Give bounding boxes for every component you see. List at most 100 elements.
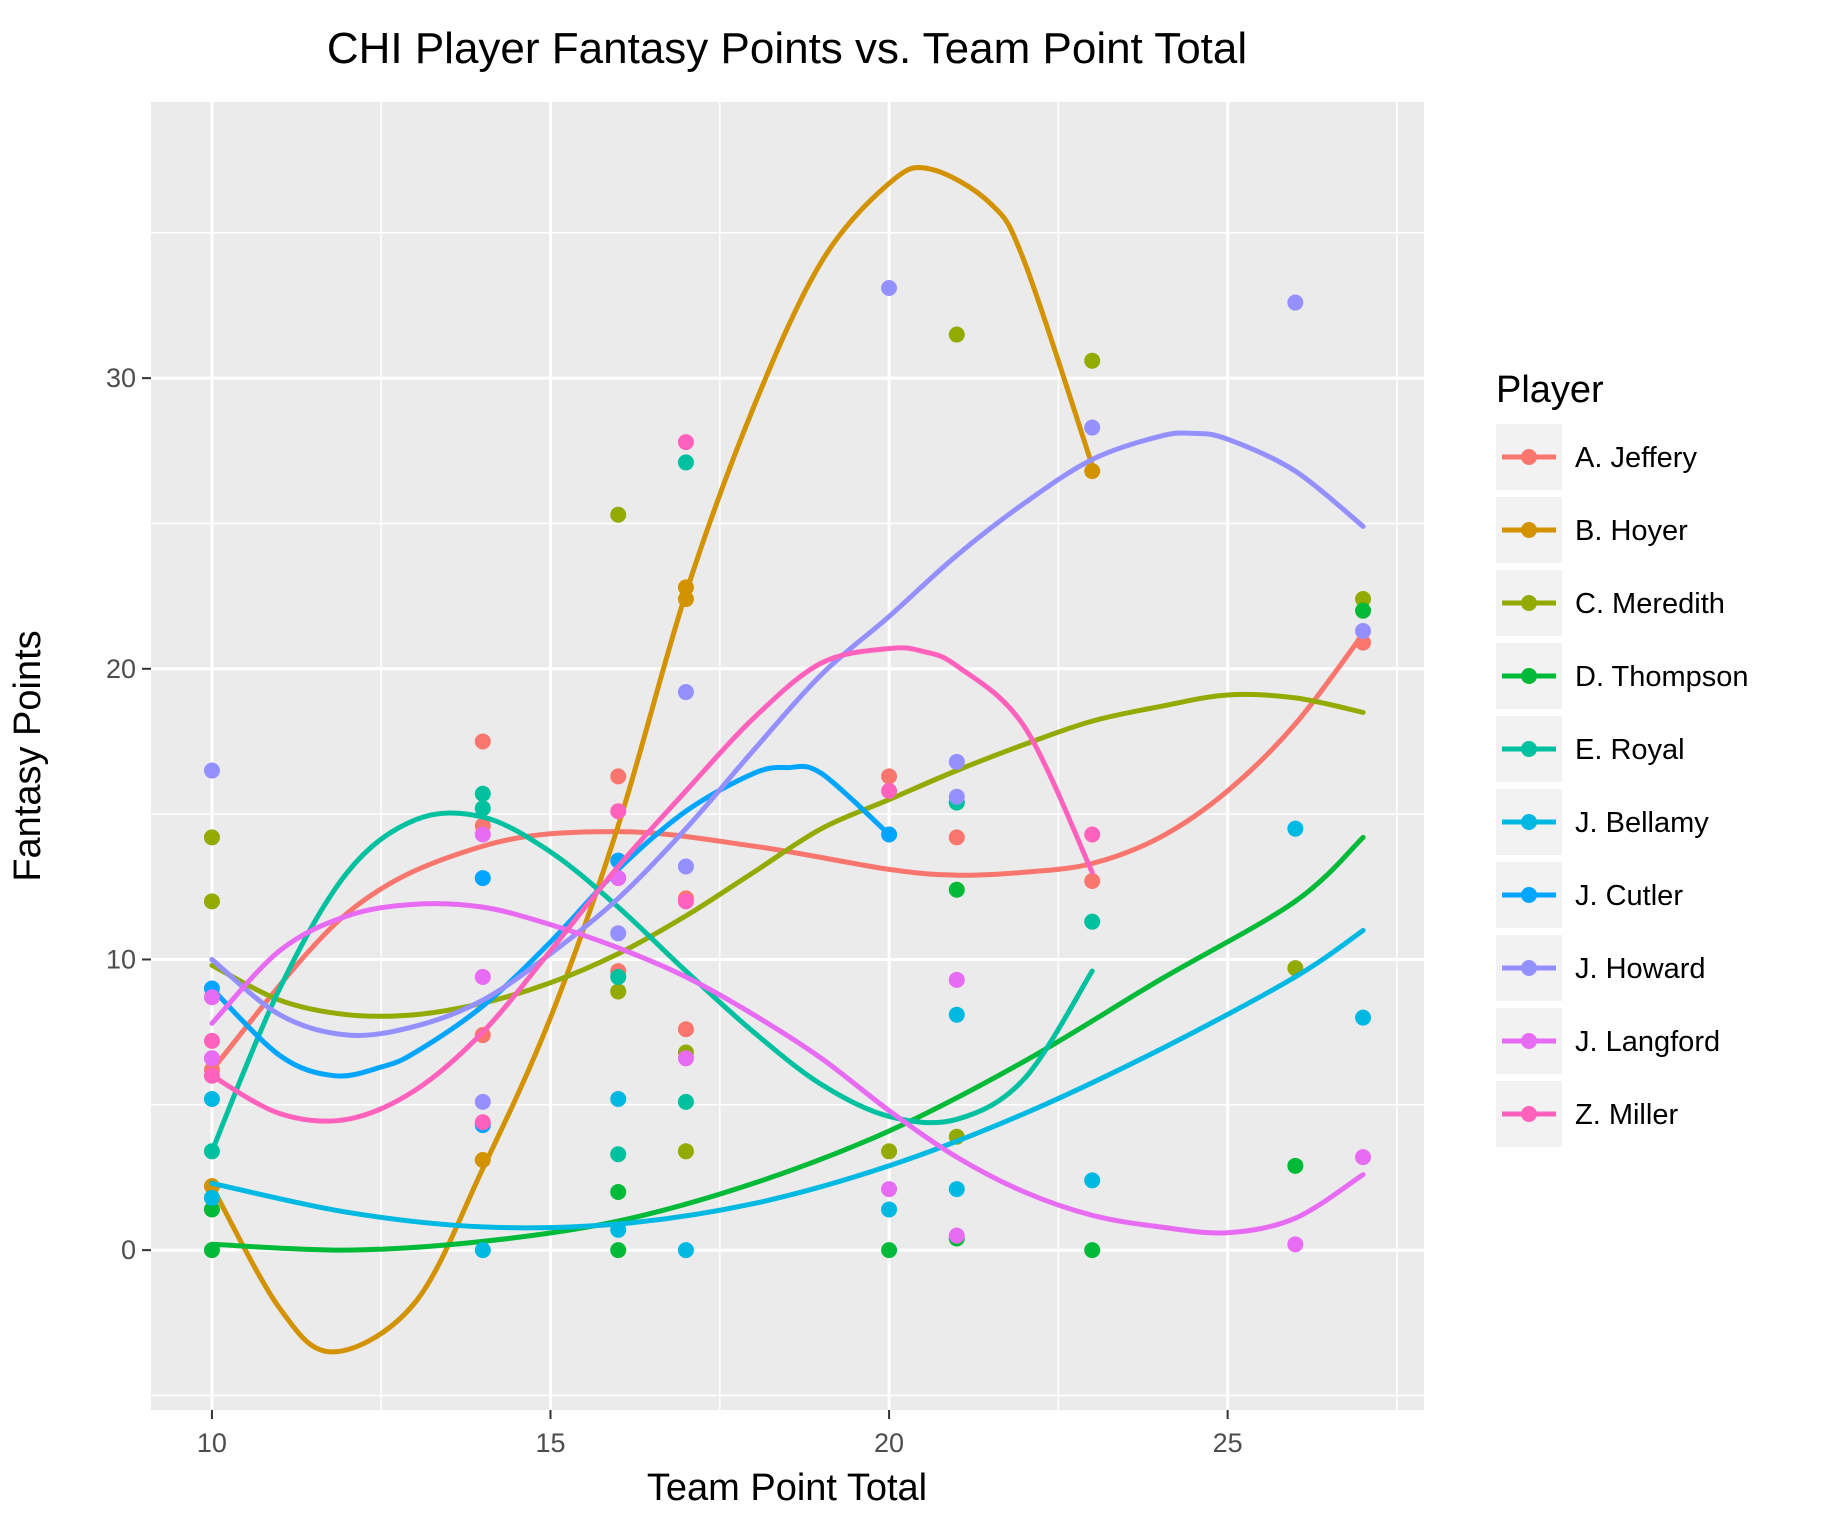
- smooth-line: [209, 645, 1095, 1124]
- data-point: [948, 326, 965, 343]
- data-point: [677, 434, 694, 451]
- data-point: [203, 1201, 220, 1218]
- data-point: [474, 1242, 491, 1259]
- legend-key-point: [1521, 814, 1537, 830]
- data-point: [881, 1242, 898, 1259]
- series-b-hoyer: [203, 165, 1101, 1355]
- series-j-langford: [203, 826, 1372, 1253]
- data-point: [677, 893, 694, 910]
- legend-item: J. Howard: [1496, 935, 1706, 1001]
- data-point: [474, 1114, 491, 1131]
- series-layer: [203, 165, 1372, 1355]
- legend-item: Z. Miller: [1496, 1081, 1678, 1147]
- data-point: [948, 788, 965, 805]
- legend-key-point: [1521, 741, 1537, 757]
- data-point: [610, 1090, 627, 1107]
- data-point: [610, 983, 627, 1000]
- smooth-line: [209, 763, 892, 1079]
- data-point: [1287, 1236, 1304, 1253]
- legend-key-point: [1521, 1106, 1537, 1122]
- data-point: [474, 826, 491, 843]
- data-point: [1084, 913, 1101, 930]
- smooth-line: [209, 631, 1366, 1073]
- legend-item: J. Langford: [1496, 1008, 1720, 1074]
- legend-key-point: [1521, 595, 1537, 611]
- y-axis-title: Fantasy Points: [7, 630, 49, 881]
- data-point: [474, 785, 491, 802]
- data-point: [203, 1189, 220, 1206]
- data-point: [881, 1201, 898, 1218]
- data-point: [474, 733, 491, 750]
- data-point: [610, 768, 627, 785]
- data-point: [948, 753, 965, 770]
- legend-item: J. Cutler: [1496, 862, 1683, 928]
- data-point: [1084, 419, 1101, 436]
- smooth-line: [209, 691, 1366, 1019]
- plot-panel: [151, 102, 1424, 1410]
- data-point: [203, 1050, 220, 1067]
- legend-key-point: [1521, 449, 1537, 465]
- data-point: [677, 1050, 694, 1067]
- data-point: [610, 925, 627, 942]
- chart-title: CHI Player Fantasy Points vs. Team Point…: [327, 24, 1247, 73]
- data-point: [203, 989, 220, 1006]
- series-z-miller: [203, 434, 1101, 1131]
- data-point: [610, 1242, 627, 1259]
- data-point: [1084, 1242, 1101, 1259]
- data-point: [1084, 463, 1101, 480]
- data-point: [1355, 623, 1372, 640]
- data-point: [1355, 1009, 1372, 1026]
- data-point: [610, 803, 627, 820]
- x-tick-label: 15: [535, 1428, 565, 1458]
- legend-label: D. Thompson: [1575, 661, 1749, 693]
- legend-key-point: [1521, 668, 1537, 684]
- legend-label: A. Jeffery: [1575, 442, 1697, 474]
- data-point: [677, 684, 694, 701]
- data-point: [948, 829, 965, 846]
- x-tick-label: 25: [1213, 1428, 1243, 1458]
- data-point: [474, 968, 491, 985]
- legend-label: B. Hoyer: [1575, 515, 1688, 547]
- data-point: [1287, 294, 1304, 311]
- data-point: [881, 782, 898, 799]
- legend-item: A. Jeffery: [1496, 424, 1697, 490]
- legend-key-point: [1521, 1033, 1537, 1049]
- data-point: [1355, 1149, 1372, 1166]
- legend-label: J. Bellamy: [1575, 807, 1709, 839]
- y-axis: 0 10 20 30: [106, 363, 151, 1265]
- y-tick-label: 30: [106, 363, 136, 393]
- smooth-line: [209, 901, 1366, 1236]
- data-point: [1084, 826, 1101, 843]
- data-point: [474, 800, 491, 817]
- series-j-howard: [203, 280, 1372, 1110]
- legend-item: D. Thompson: [1496, 643, 1749, 709]
- legend-label: C. Meredith: [1575, 588, 1725, 620]
- data-point: [1355, 591, 1372, 608]
- data-point: [1084, 352, 1101, 369]
- data-point: [677, 1021, 694, 1038]
- data-point: [948, 881, 965, 898]
- data-point: [1287, 820, 1304, 837]
- legend-item: B. Hoyer: [1496, 497, 1688, 563]
- smooth-line: [209, 430, 1366, 1038]
- series-c-meredith: [203, 326, 1372, 1160]
- legend-key-point: [1521, 522, 1537, 538]
- y-tick-label: 20: [106, 654, 136, 684]
- data-point: [610, 506, 627, 523]
- legend-label: J. Cutler: [1575, 880, 1683, 912]
- legend: Player A. Jeffery B. Hoyer C. Meredith D. T…: [1496, 369, 1749, 1147]
- data-point: [948, 971, 965, 988]
- legend-item: E. Royal: [1496, 716, 1685, 782]
- data-point: [881, 768, 898, 785]
- data-point: [677, 1093, 694, 1110]
- data-point: [474, 1093, 491, 1110]
- legend-title: Player: [1496, 369, 1604, 411]
- y-tick-label: 0: [121, 1235, 136, 1265]
- legend-label: E. Royal: [1575, 734, 1685, 766]
- series-j-bellamy: [203, 820, 1372, 1259]
- legend-item: J. Bellamy: [1496, 789, 1709, 855]
- smooth-line: [209, 927, 1366, 1231]
- smooth-line: [209, 834, 1366, 1253]
- data-point: [948, 1181, 965, 1198]
